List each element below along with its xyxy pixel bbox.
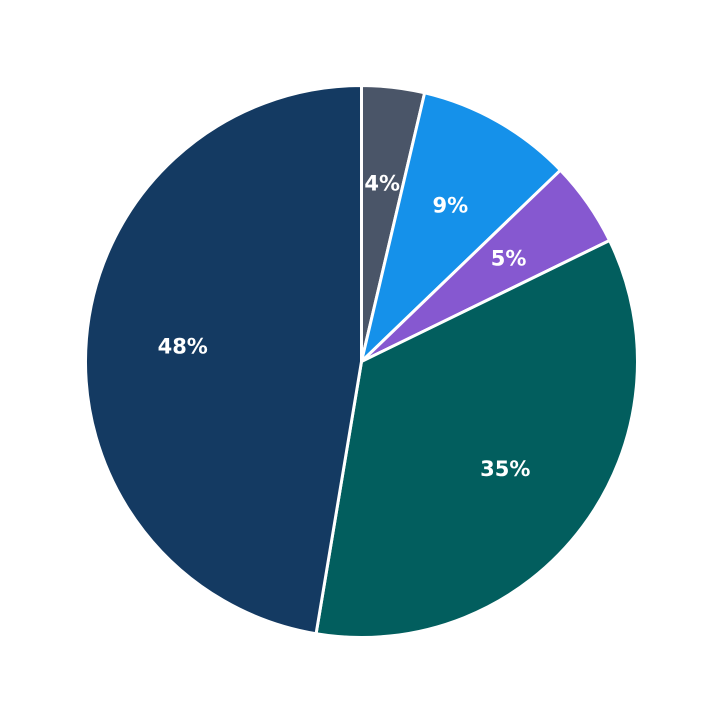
pie-slices xyxy=(84,84,639,639)
pie-slice-label-1: 9% xyxy=(432,194,468,218)
pie-slice-1 xyxy=(360,91,562,363)
pie-slice-3 xyxy=(314,238,639,639)
pie-slice-label-4: 48% xyxy=(158,335,208,359)
pie-slice-label-2: 5% xyxy=(491,247,527,271)
pie-labels: 4% 9% 5% 35% 48% xyxy=(158,171,531,481)
pie-slice-label-0: 4% xyxy=(364,171,400,195)
pie-slice-4 xyxy=(84,84,363,636)
pie-slice-label-3: 35% xyxy=(480,457,530,481)
